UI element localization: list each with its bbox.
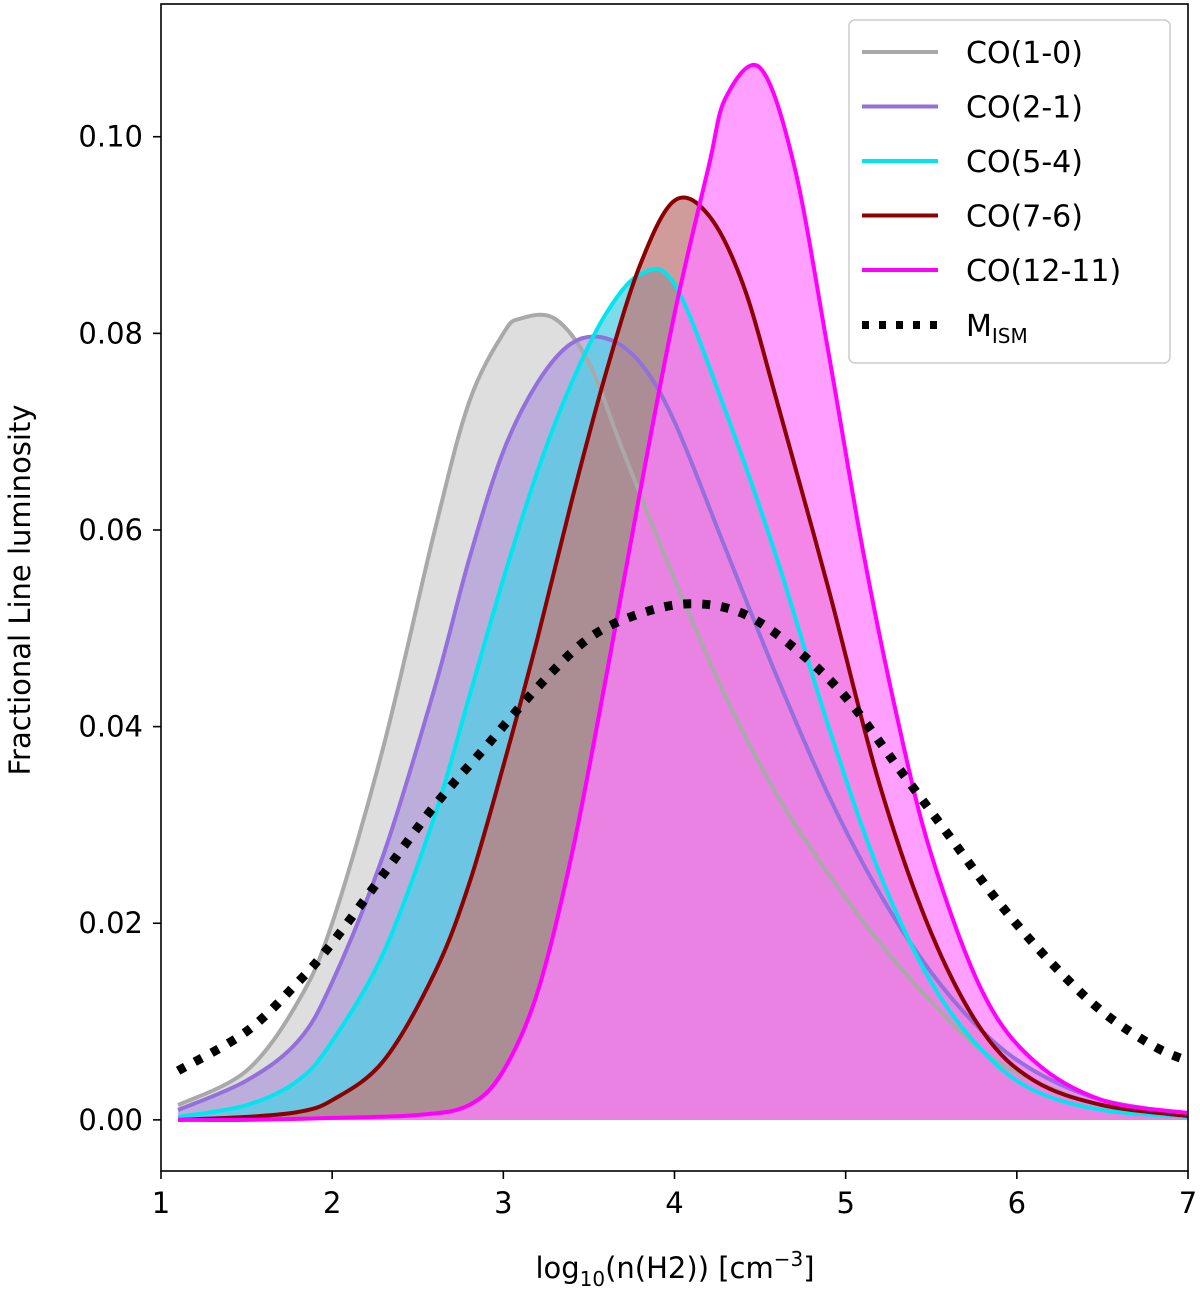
reference-line-group — [175, 599, 1188, 1075]
legend-label-3: CO(7-6) — [966, 200, 1083, 235]
y-tick-label: 0.10 — [78, 120, 143, 154]
y-tick-label: 0.06 — [78, 513, 143, 547]
legend-label-misM-sub: ISM — [992, 324, 1028, 348]
x-axis-label-sup: −3 — [774, 1247, 803, 1271]
x-tick-label: 2 — [323, 1186, 341, 1220]
x-axis-label-sub: 10 — [580, 1267, 605, 1291]
y-axis: 0.00 0.02 0.04 0.06 0.08 0.10 — [78, 120, 161, 1137]
series-line-3 — [178, 195, 1188, 1122]
legend-label-misM: MISM — [966, 309, 1028, 348]
x-tick-label: 3 — [494, 1186, 512, 1220]
x-tick-label: 7 — [1179, 1186, 1197, 1220]
legend: CO(1-0) CO(2-1) CO(5-4) CO(7-6) CO(12-11) MI… — [848, 19, 1171, 364]
x-axis-label-mid: (n(H2)) [cm — [605, 1251, 774, 1285]
x-tick-label: 6 — [1008, 1186, 1026, 1220]
legend-label-0: CO(1-0) — [966, 36, 1083, 71]
legend-label-2: CO(5-4) — [966, 145, 1083, 180]
y-tick-label: 0.02 — [78, 906, 143, 940]
legend-label-misM-main: M — [966, 309, 992, 344]
series-fills — [178, 64, 1188, 1121]
series-fill-4 — [178, 64, 1188, 1121]
legend-label-1: CO(2-1) — [966, 91, 1083, 126]
legend-label-4: CO(12-11) — [966, 254, 1121, 289]
y-axis-label: Fractional Line luminosity — [3, 404, 37, 775]
series-line-4 — [178, 63, 1188, 1123]
reference-line — [175, 599, 1188, 1075]
x-axis-label: log10(n(H2)) [cm−3] — [535, 1247, 814, 1291]
x-axis: 1 2 3 4 5 6 7 — [152, 1171, 1197, 1220]
x-axis-label-base: log — [535, 1251, 579, 1285]
x-tick-label: 4 — [665, 1186, 683, 1220]
y-tick-label: 0.04 — [78, 710, 143, 744]
x-tick-label: 1 — [152, 1186, 170, 1220]
y-tick-label: 0.00 — [78, 1103, 143, 1137]
series-line-1 — [177, 334, 1188, 1116]
x-axis-label-end: ] — [803, 1251, 814, 1285]
series-lines — [177, 63, 1188, 1123]
legend-box — [848, 19, 1171, 364]
y-tick-label: 0.08 — [78, 316, 143, 350]
x-tick-label: 5 — [836, 1186, 854, 1220]
